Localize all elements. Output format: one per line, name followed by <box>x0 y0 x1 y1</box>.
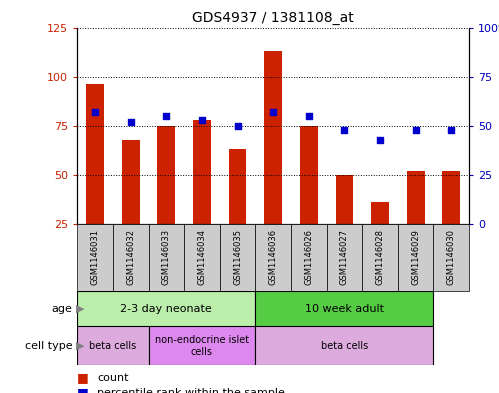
Title: GDS4937 / 1381108_at: GDS4937 / 1381108_at <box>192 11 354 25</box>
Bar <box>149 326 255 365</box>
Point <box>198 117 206 123</box>
Text: beta cells: beta cells <box>89 341 137 351</box>
Text: GSM1146033: GSM1146033 <box>162 230 171 285</box>
Bar <box>327 224 362 291</box>
Text: GSM1146032: GSM1146032 <box>126 230 135 285</box>
Text: ■: ■ <box>77 371 89 384</box>
Text: ▶: ▶ <box>76 341 85 351</box>
Text: 2-3 day neonate: 2-3 day neonate <box>120 303 212 314</box>
Point <box>305 113 313 119</box>
Bar <box>362 224 398 291</box>
Text: GSM1146036: GSM1146036 <box>268 230 278 285</box>
Text: GSM1146029: GSM1146029 <box>411 230 420 285</box>
Text: GSM1146026: GSM1146026 <box>304 230 313 285</box>
Bar <box>407 171 425 273</box>
Bar <box>300 126 318 273</box>
Text: cell type: cell type <box>25 341 72 351</box>
Bar <box>158 126 175 273</box>
Bar <box>122 140 140 273</box>
Text: 10 week adult: 10 week adult <box>305 303 384 314</box>
Point <box>340 127 348 133</box>
Text: ■: ■ <box>77 386 89 393</box>
Text: GSM1146034: GSM1146034 <box>198 230 207 285</box>
Bar <box>77 291 255 326</box>
Point <box>269 109 277 115</box>
Point <box>376 136 384 143</box>
Text: GSM1146035: GSM1146035 <box>233 230 242 285</box>
Bar <box>434 224 469 291</box>
Bar <box>255 326 434 365</box>
Point <box>447 127 455 133</box>
Bar <box>229 149 247 273</box>
Bar <box>86 84 104 273</box>
Bar <box>255 224 291 291</box>
Text: ▶: ▶ <box>76 303 85 314</box>
Text: GSM1146028: GSM1146028 <box>376 230 385 285</box>
Point <box>162 113 170 119</box>
Text: non-endocrine islet
cells: non-endocrine islet cells <box>155 335 249 356</box>
Text: GSM1146027: GSM1146027 <box>340 230 349 285</box>
Text: GSM1146030: GSM1146030 <box>447 230 456 285</box>
Bar <box>77 326 149 365</box>
Bar <box>264 51 282 273</box>
Bar <box>291 224 327 291</box>
Text: percentile rank within the sample: percentile rank within the sample <box>97 388 285 393</box>
Bar <box>113 224 149 291</box>
Bar <box>398 224 434 291</box>
Bar <box>220 224 255 291</box>
Bar <box>255 291 434 326</box>
Text: count: count <box>97 373 129 383</box>
Bar <box>77 224 113 291</box>
Text: beta cells: beta cells <box>321 341 368 351</box>
Point <box>412 127 420 133</box>
Point <box>127 119 135 125</box>
Bar <box>184 224 220 291</box>
Bar <box>335 175 353 273</box>
Bar <box>371 202 389 273</box>
Point <box>234 123 242 129</box>
Text: GSM1146031: GSM1146031 <box>91 230 100 285</box>
Point <box>91 109 99 115</box>
Bar <box>193 120 211 273</box>
Bar <box>149 224 184 291</box>
Bar <box>442 171 460 273</box>
Text: age: age <box>51 303 72 314</box>
